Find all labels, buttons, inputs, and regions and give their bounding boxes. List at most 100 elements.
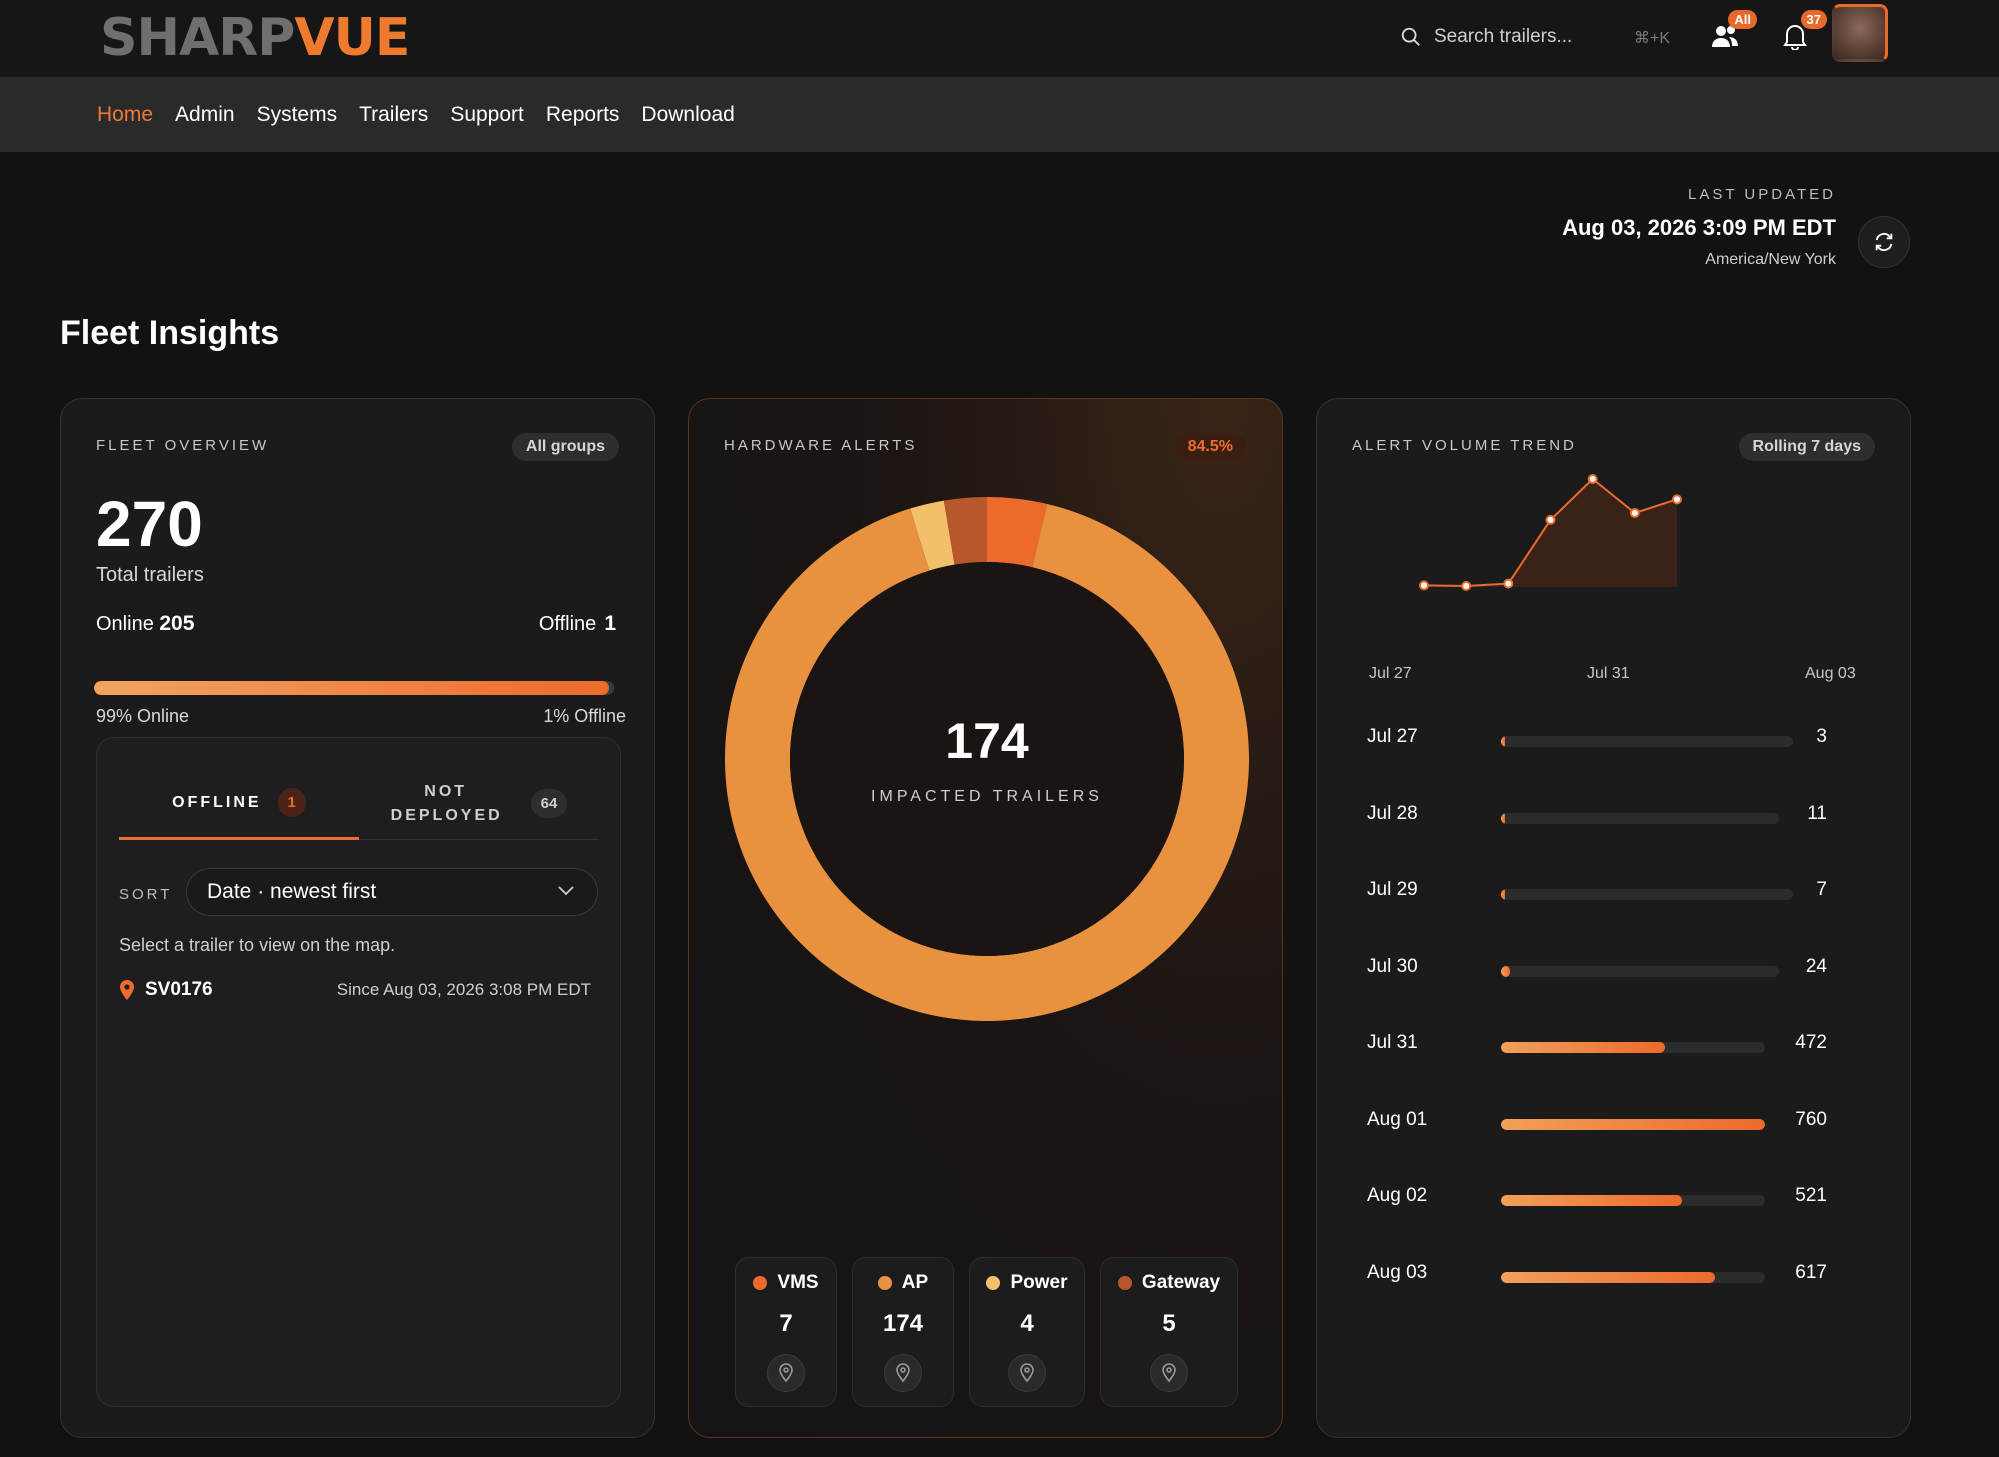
nav-download[interactable]: Download	[641, 102, 735, 126]
sort-select-value: Date · newest first	[207, 880, 377, 903]
last-updated: LAST UPDATED Aug 03, 2026 3:09 PM EDT Am…	[1562, 186, 1836, 269]
top-bar: SHARPVUE Search trailers... ⌘+K All 37	[0, 0, 1999, 77]
logo-text-sharp: SHARP	[100, 8, 295, 68]
group-filter-pill[interactable]: All groups	[511, 433, 619, 461]
trend-point[interactable]	[1629, 507, 1640, 518]
last-updated-timezone: America/New York	[1705, 251, 1836, 268]
daily-volume-value: 472	[1795, 1032, 1827, 1053]
impacted-trailers-label: IMPACTED TRAILERS	[871, 788, 1103, 805]
daily-volume-track	[1501, 1271, 1765, 1283]
notifications-button[interactable]: 37	[1775, 10, 1827, 56]
tab-not-deployed[interactable]: NOT DEPLOYED 64	[359, 768, 599, 840]
logo-text-vue: VUE	[294, 8, 410, 68]
daily-volume-date: Jul 28	[1367, 802, 1418, 824]
tab-offline-count: 1	[277, 788, 306, 817]
donut-slice-vms[interactable]	[987, 497, 1048, 568]
nav-reports[interactable]: Reports	[545, 102, 620, 126]
legend-item-power[interactable]: Power 4	[969, 1257, 1085, 1407]
daily-volume-bar	[1501, 1118, 1765, 1130]
nav-home[interactable]: Home	[97, 102, 154, 126]
search-icon	[1401, 27, 1420, 46]
power-value: 4	[1020, 1310, 1034, 1337]
daily-volume-bar	[1501, 812, 1506, 824]
bell-icon	[1783, 25, 1807, 50]
last-updated-label: LAST UPDATED	[1688, 186, 1836, 203]
chevron-down-icon	[558, 886, 574, 896]
daily-volume-date: Jul 29	[1367, 879, 1418, 900]
online-stat: Online 205	[96, 612, 194, 636]
trend-point[interactable]	[1672, 494, 1682, 505]
trailer-list-item[interactable]: SV0176 Since Aug 03, 2026 3:08 PM EDT	[119, 975, 599, 1005]
hardware-alerts-donut	[725, 497, 1249, 1022]
nav-trailers[interactable]: Trailers	[359, 102, 429, 126]
map-pin-icon	[1162, 1363, 1176, 1383]
trend-area	[1424, 479, 1677, 587]
sort-select[interactable]: Date · newest first	[186, 868, 598, 916]
search-shortcut: ⌘+K	[1633, 30, 1670, 47]
gateway-map-button[interactable]	[1150, 1354, 1188, 1392]
trend-point[interactable]	[1419, 580, 1429, 591]
tab-not-deployed-count: 64	[530, 789, 568, 818]
map-pin-icon	[779, 1363, 793, 1383]
nav-systems[interactable]: Systems	[256, 102, 338, 126]
ap-dot	[877, 1276, 892, 1290]
offline-percent-label: 1% Offline	[543, 706, 626, 726]
vms-map-button[interactable]	[767, 1354, 805, 1392]
alerts-percent-pill: 84.5%	[1173, 433, 1247, 461]
avatar[interactable]	[1832, 4, 1888, 62]
main-nav: Home Admin Systems Trailers Support Repo…	[0, 77, 1999, 152]
trailer-id: SV0176	[145, 979, 213, 1000]
daily-volume-date: Aug 02	[1367, 1185, 1428, 1206]
donut-slice-gateway[interactable]	[943, 497, 987, 565]
vms-label: VMS	[777, 1272, 819, 1293]
map-pin-icon	[896, 1363, 910, 1383]
trend-point[interactable]	[1545, 514, 1556, 525]
nav-support[interactable]: Support	[450, 102, 524, 126]
map-pin-icon	[1020, 1363, 1034, 1383]
logo[interactable]: SHARPVUE	[100, 8, 410, 68]
trend-point[interactable]	[1503, 578, 1514, 589]
legend-item-gateway[interactable]: Gateway 5	[1100, 1257, 1238, 1407]
gateway-label: Gateway	[1141, 1272, 1221, 1293]
total-trailers-value: 270	[96, 488, 203, 560]
nav-admin[interactable]: Admin	[175, 102, 235, 126]
daily-volume-bar	[1501, 965, 1510, 977]
daily-volume-track	[1501, 965, 1779, 977]
online-label: Online	[96, 613, 154, 635]
offline-value: 1	[604, 612, 616, 635]
power-dot	[986, 1276, 1001, 1290]
online-progress-bar	[94, 681, 614, 695]
daily-volume-track	[1501, 1042, 1765, 1053]
trend-point[interactable]	[1461, 581, 1472, 592]
daily-volume-row: Jul 30 24	[1367, 954, 1867, 984]
search-box[interactable]: Search trailers... ⌘+K	[1400, 22, 1670, 52]
daily-volume-track	[1501, 736, 1793, 747]
trend-point[interactable]	[1587, 474, 1598, 484]
tab-offline-label: OFFLINE	[172, 793, 262, 811]
daily-volume-date: Aug 03	[1367, 1261, 1428, 1283]
donut-slice-power[interactable]	[910, 500, 955, 571]
ap-map-button[interactable]	[884, 1354, 922, 1392]
users-icon	[1712, 26, 1738, 47]
notifications-badge: 37	[1800, 10, 1827, 29]
tab-offline[interactable]: OFFLINE 1	[119, 768, 359, 840]
ap-value: 174	[882, 1310, 924, 1337]
legend-item-ap[interactable]: AP 174	[852, 1257, 954, 1407]
rolling-filter-pill[interactable]: Rolling 7 days	[1738, 433, 1875, 461]
power-map-button[interactable]	[1008, 1354, 1046, 1392]
offline-stat: Offline 1	[539, 612, 616, 636]
legend-item-vms[interactable]: VMS 7	[735, 1257, 837, 1407]
daily-volume-track	[1501, 1118, 1765, 1130]
daily-volume-value: 521	[1795, 1185, 1827, 1206]
refresh-button[interactable]	[1858, 216, 1910, 268]
users-button[interactable]: All	[1705, 10, 1757, 56]
offline-label: Offline	[538, 613, 597, 635]
daily-volume-track	[1501, 812, 1779, 824]
daily-volume-bar	[1501, 736, 1505, 747]
search-input[interactable]: Search trailers...	[1434, 26, 1573, 47]
trailer-since: Since Aug 03, 2026 3:08 PM EDT	[336, 980, 591, 999]
ap-label: AP	[901, 1272, 929, 1293]
daily-volume-bar	[1501, 889, 1505, 900]
daily-volume-row: Jul 29 7	[1367, 877, 1867, 907]
online-progress-fill	[94, 681, 609, 695]
